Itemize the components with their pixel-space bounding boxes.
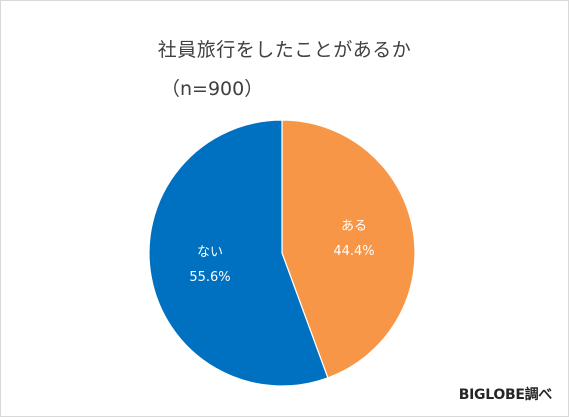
slice-category-label: ある [341,219,367,234]
pie-slices [148,119,416,387]
pie-slice-1 [281,119,416,379]
pie-labels: ある 44.4% ない 55.6% [189,219,374,285]
chart-subtitle: （n=900） [161,78,264,100]
source-credit: BIGLOBE調べ [458,387,553,403]
slice-value-label: 44.4% [333,244,374,259]
slice-category-label: ない [197,245,223,260]
pie-slice-2 [148,119,329,387]
slice-value-label: 55.6% [189,270,230,285]
chart-title: 社員旅行をしたことがあるか [157,39,412,61]
